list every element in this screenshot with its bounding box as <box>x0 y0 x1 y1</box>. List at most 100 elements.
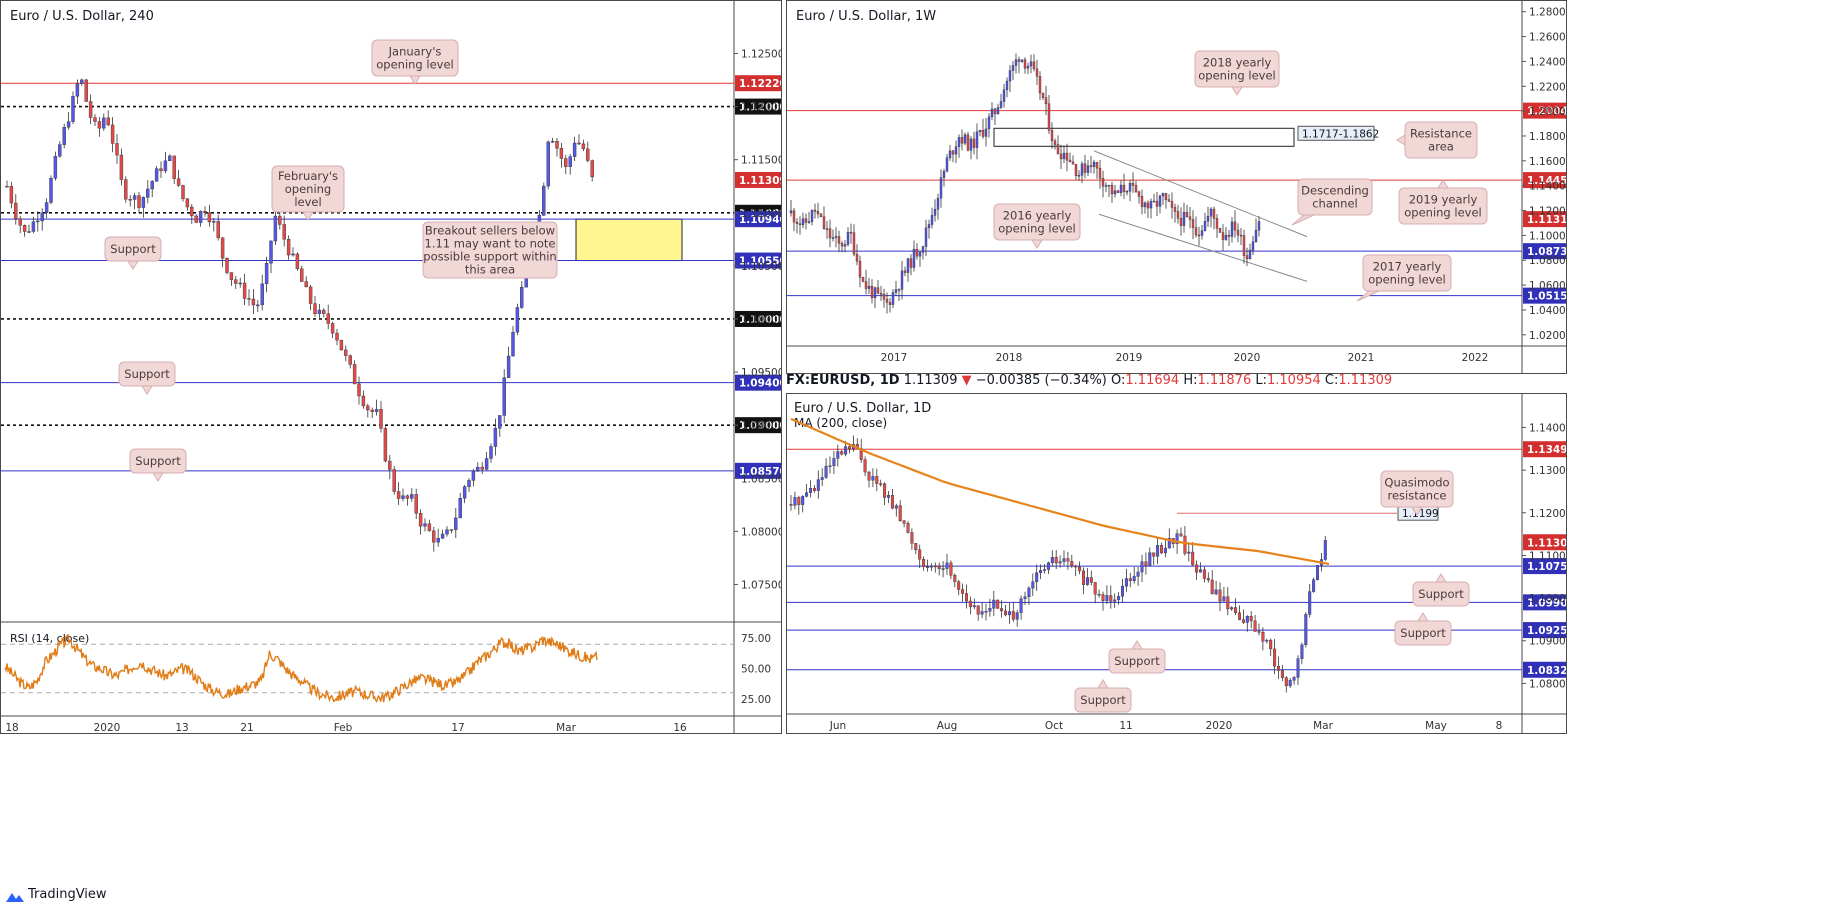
time-axis-label: 8 <box>1496 720 1503 732</box>
level-price-tag <box>1523 622 1566 639</box>
candle <box>1113 599 1117 602</box>
time-axis-label: 18 <box>5 722 18 733</box>
candle <box>1214 589 1218 595</box>
candle <box>9 186 14 204</box>
candle <box>401 495 405 499</box>
candle <box>840 451 844 455</box>
candle <box>49 178 53 203</box>
rsi-title: RSI (14, close) <box>10 632 89 645</box>
candle <box>1188 216 1192 220</box>
candle <box>31 221 36 232</box>
daily-chart-svg[interactable]: 1.13490 1.11309 1.10750 1.09900 1.09250 1.083… <box>787 394 1566 733</box>
candle <box>198 211 203 223</box>
annotation-text: January's <box>388 45 442 59</box>
weekly-chart-svg[interactable]: 1.20040 1.14450 1.11311 1.08730 1.05150 1.171… <box>787 1 1566 373</box>
annotation-pointer <box>302 211 314 221</box>
candle <box>834 236 838 238</box>
candle <box>933 565 937 568</box>
candle <box>1050 557 1054 563</box>
tradingview-logo-icon <box>6 893 24 902</box>
candle <box>960 137 964 144</box>
candle <box>1080 163 1084 176</box>
candle <box>972 138 976 148</box>
candle <box>930 215 934 225</box>
candle <box>1245 615 1249 623</box>
candle <box>361 395 366 407</box>
annotation-pointer <box>152 472 164 482</box>
candle <box>828 465 832 467</box>
candle <box>1179 533 1183 537</box>
level-price-tag <box>1523 594 1566 611</box>
candle <box>313 303 317 314</box>
candle <box>370 409 374 412</box>
candle <box>1035 572 1039 583</box>
price-axis-label: 1.04000 <box>1529 305 1566 317</box>
time-axis-label: 2020 <box>1234 352 1261 364</box>
candle <box>498 415 502 429</box>
candle <box>238 282 242 285</box>
candle <box>1194 227 1198 236</box>
candle <box>1015 612 1019 620</box>
candle <box>1116 190 1120 193</box>
candle <box>969 138 973 151</box>
time-axis-label: 2021 <box>1348 352 1375 364</box>
candle <box>951 150 955 155</box>
time-axis-label: 2020 <box>1206 720 1233 732</box>
candle <box>1155 200 1159 207</box>
chart-panel-weekly[interactable]: Euro / U.S. Dollar, 1W 1.200401.144501.1… <box>786 0 1567 374</box>
candle <box>1182 212 1186 226</box>
qm-price-label: 1.1199 <box>1402 508 1439 520</box>
price-axis-label: 1.08500 <box>741 473 781 485</box>
candle <box>1046 562 1050 570</box>
candle <box>75 83 80 97</box>
candle <box>894 505 898 509</box>
price-axis-label: 1.12500 <box>741 48 781 60</box>
candle <box>1124 578 1128 587</box>
candle <box>22 225 27 232</box>
candle <box>996 107 1000 115</box>
candle <box>1083 163 1087 173</box>
candle <box>1128 578 1132 582</box>
time-axis-label: 13 <box>175 722 188 733</box>
candle <box>1056 144 1060 155</box>
price-axis-label: 1.07500 <box>741 579 781 591</box>
candle <box>848 446 852 450</box>
candle <box>883 483 887 498</box>
candle <box>1156 545 1160 557</box>
candle <box>88 101 93 118</box>
annotation-support: Support <box>118 361 176 395</box>
candle <box>1316 565 1320 580</box>
candle <box>1203 221 1207 231</box>
candle <box>84 79 88 102</box>
candle <box>1140 196 1144 208</box>
candle <box>882 293 886 300</box>
chart-panel-daily[interactable]: Euro / U.S. Dollar, 1D MA (200, close) 1… <box>786 393 1567 734</box>
close-value: 1.11309 <box>1338 373 1393 388</box>
candle <box>975 131 979 148</box>
candle <box>927 224 931 229</box>
candle <box>383 428 388 462</box>
level-price-label: 1.13490 <box>1527 444 1566 456</box>
candle <box>322 309 326 314</box>
chart-title: Euro / U.S. Dollar, 1W <box>796 9 937 24</box>
candle <box>1134 185 1138 193</box>
brand-name: TradingView <box>28 887 107 902</box>
chart-panel-h4[interactable]: Euro / U.S. Dollar, 240 1.122201.120001.… <box>0 0 782 734</box>
candle <box>493 428 498 447</box>
candle <box>861 277 865 282</box>
candle <box>1074 565 1078 568</box>
chart-title: Euro / U.S. Dollar, 1D <box>794 401 932 416</box>
candle <box>1158 195 1162 207</box>
candle <box>937 565 941 569</box>
level-price-label: 1.10750 <box>1527 561 1566 573</box>
annotation-text: 1.11 may want to note <box>425 237 556 251</box>
candle <box>467 480 471 487</box>
candle <box>1273 648 1277 667</box>
level-price-label: 1.09900 <box>1527 597 1566 609</box>
time-axis-label: May <box>1425 720 1447 732</box>
candle <box>1093 582 1097 595</box>
candle <box>813 209 817 212</box>
annotation-text: 2019 yearly <box>1409 193 1478 207</box>
price-axis-label: 1.22000 <box>1529 81 1566 93</box>
